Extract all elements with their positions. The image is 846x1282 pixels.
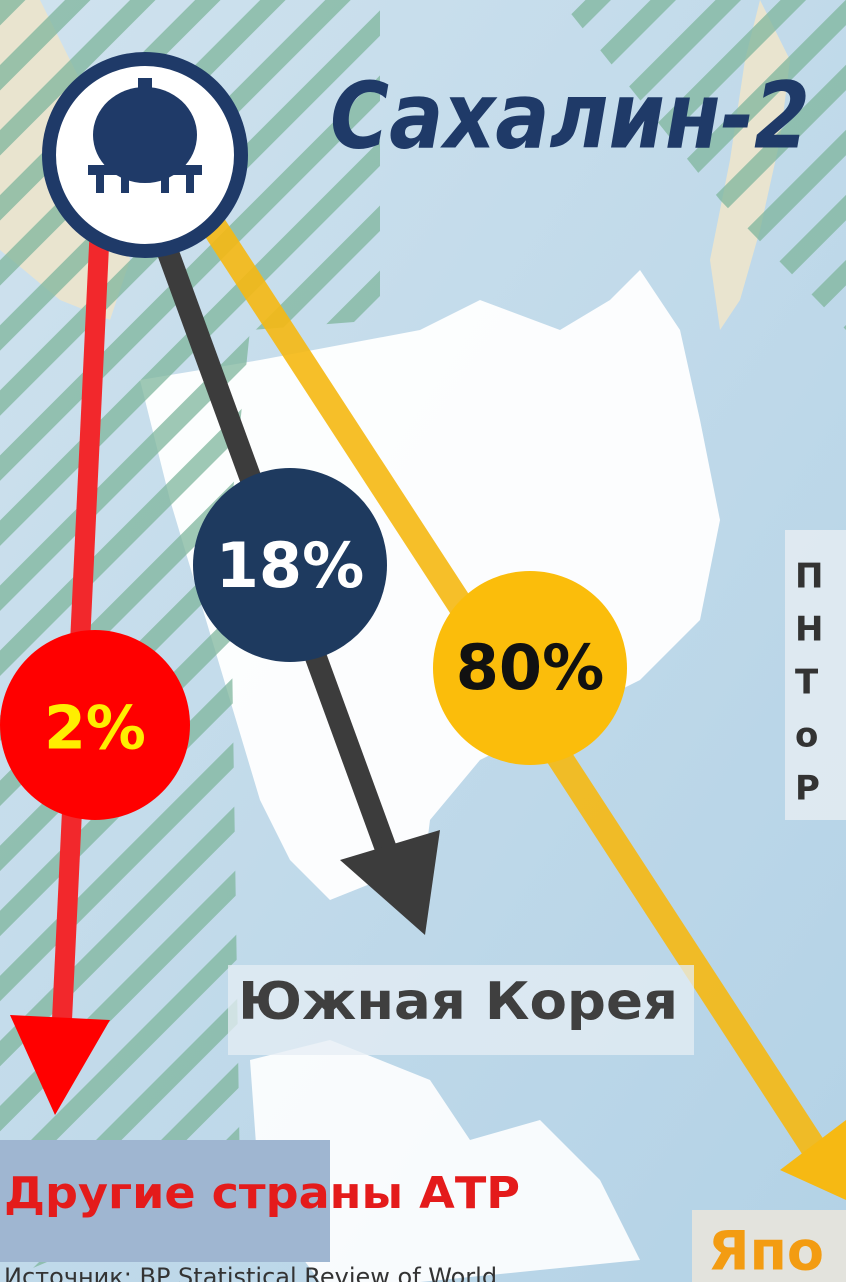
arrow-head <box>780 1120 846 1200</box>
arrow-head <box>340 830 440 935</box>
destination-label: Южная Корея <box>238 972 678 1032</box>
hatched-zone <box>560 0 846 330</box>
share-badge <box>0 630 190 820</box>
side-note-line: о <box>795 716 818 756</box>
land <box>140 270 720 900</box>
share-label: 18% <box>216 529 364 602</box>
destination-label: Другие страны АТР <box>4 1168 520 1219</box>
plant-icon <box>96 175 194 193</box>
side-note-line: Р <box>795 769 820 809</box>
label-box <box>692 1210 846 1282</box>
side-note-line: Н <box>795 610 823 650</box>
arrow-head <box>10 1015 110 1115</box>
land <box>250 1040 640 1282</box>
plant-icon <box>93 87 197 183</box>
arrow <box>52 224 110 1021</box>
note-box <box>785 530 846 820</box>
title: Сахалин-2 <box>330 62 810 169</box>
share-badge <box>193 468 387 662</box>
side-note-line: Т <box>795 663 819 703</box>
source: Источник: BP Statistical Review of World <box>4 1263 497 1282</box>
plant-icon <box>88 165 202 175</box>
share-badge <box>433 571 627 765</box>
share-label: 2% <box>44 694 146 764</box>
side-note-line: П <box>795 557 823 597</box>
destination-label: Япо <box>708 1220 824 1282</box>
share-label: 80% <box>456 631 604 704</box>
label-box <box>228 965 694 1055</box>
plant-icon <box>138 78 152 88</box>
label-box <box>0 1140 330 1262</box>
